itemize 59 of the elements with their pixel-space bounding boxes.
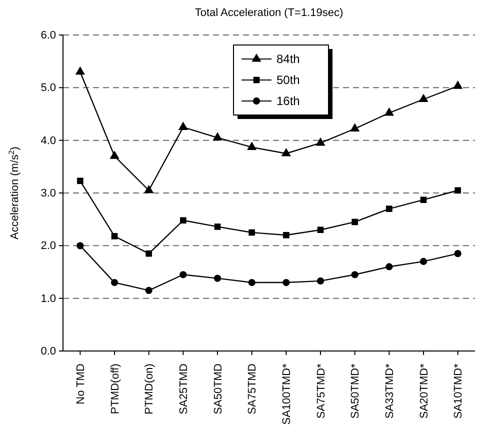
y-tick-label: 0.0 <box>40 346 56 358</box>
x-tick-label: SA33TMD* <box>384 362 396 419</box>
point <box>180 217 186 224</box>
y-tick-label: 1.0 <box>40 292 56 305</box>
point <box>316 277 324 285</box>
point <box>350 123 360 132</box>
legend-label: 84th <box>276 52 300 66</box>
y-tick-label: 6.0 <box>40 30 56 42</box>
point <box>453 80 463 89</box>
point <box>384 107 394 116</box>
point <box>247 142 257 150</box>
x-tick-label: No TMD <box>75 364 88 404</box>
point <box>386 263 393 270</box>
point <box>214 224 221 230</box>
y-tick-label: 4.0 <box>40 134 56 147</box>
point <box>454 187 461 194</box>
chart-title: Total Acceleration (T=1.19sec) <box>194 7 344 19</box>
point <box>420 196 427 204</box>
x-tick-label: PTMD(on) <box>144 364 156 414</box>
legend-label: 16th <box>276 94 300 108</box>
x-tick-label: SA50TMD* <box>350 362 362 419</box>
x-tick-label: SA100TMD* <box>281 362 294 425</box>
point <box>76 242 84 250</box>
point <box>454 250 462 258</box>
point <box>146 250 152 257</box>
point <box>180 271 187 278</box>
point <box>111 233 118 240</box>
x-tick-label: SA75TMD* <box>315 362 328 419</box>
point <box>75 66 85 75</box>
x-tick-label: PTMD(off) <box>109 364 122 414</box>
point <box>316 137 326 146</box>
point <box>281 148 291 156</box>
point <box>282 278 290 286</box>
y-tick-label: 3.0 <box>40 188 56 200</box>
point <box>283 232 290 238</box>
x-tick-label: SA10TMD* <box>452 362 465 419</box>
y-tick-label: 5.0 <box>40 82 56 94</box>
point <box>420 258 428 266</box>
point <box>212 132 222 140</box>
point <box>110 278 118 286</box>
x-tick-label: SA20TMD* <box>418 362 430 419</box>
point <box>317 226 324 234</box>
legend-label: 50th <box>276 73 300 87</box>
point <box>418 94 428 102</box>
point <box>145 286 152 294</box>
point <box>214 274 222 282</box>
point <box>386 206 392 212</box>
point <box>248 278 256 286</box>
point <box>77 178 84 184</box>
x-tick-label: SA75TMD <box>246 364 259 414</box>
point <box>351 271 358 278</box>
x-tick-label: SA50TMD <box>212 364 224 414</box>
point <box>352 218 358 226</box>
x-tick-label: SA25TMD <box>178 364 190 414</box>
point <box>144 184 154 194</box>
y-tick-label: 2.0 <box>40 240 56 252</box>
point <box>248 229 255 236</box>
point <box>110 150 120 159</box>
point <box>178 122 188 130</box>
